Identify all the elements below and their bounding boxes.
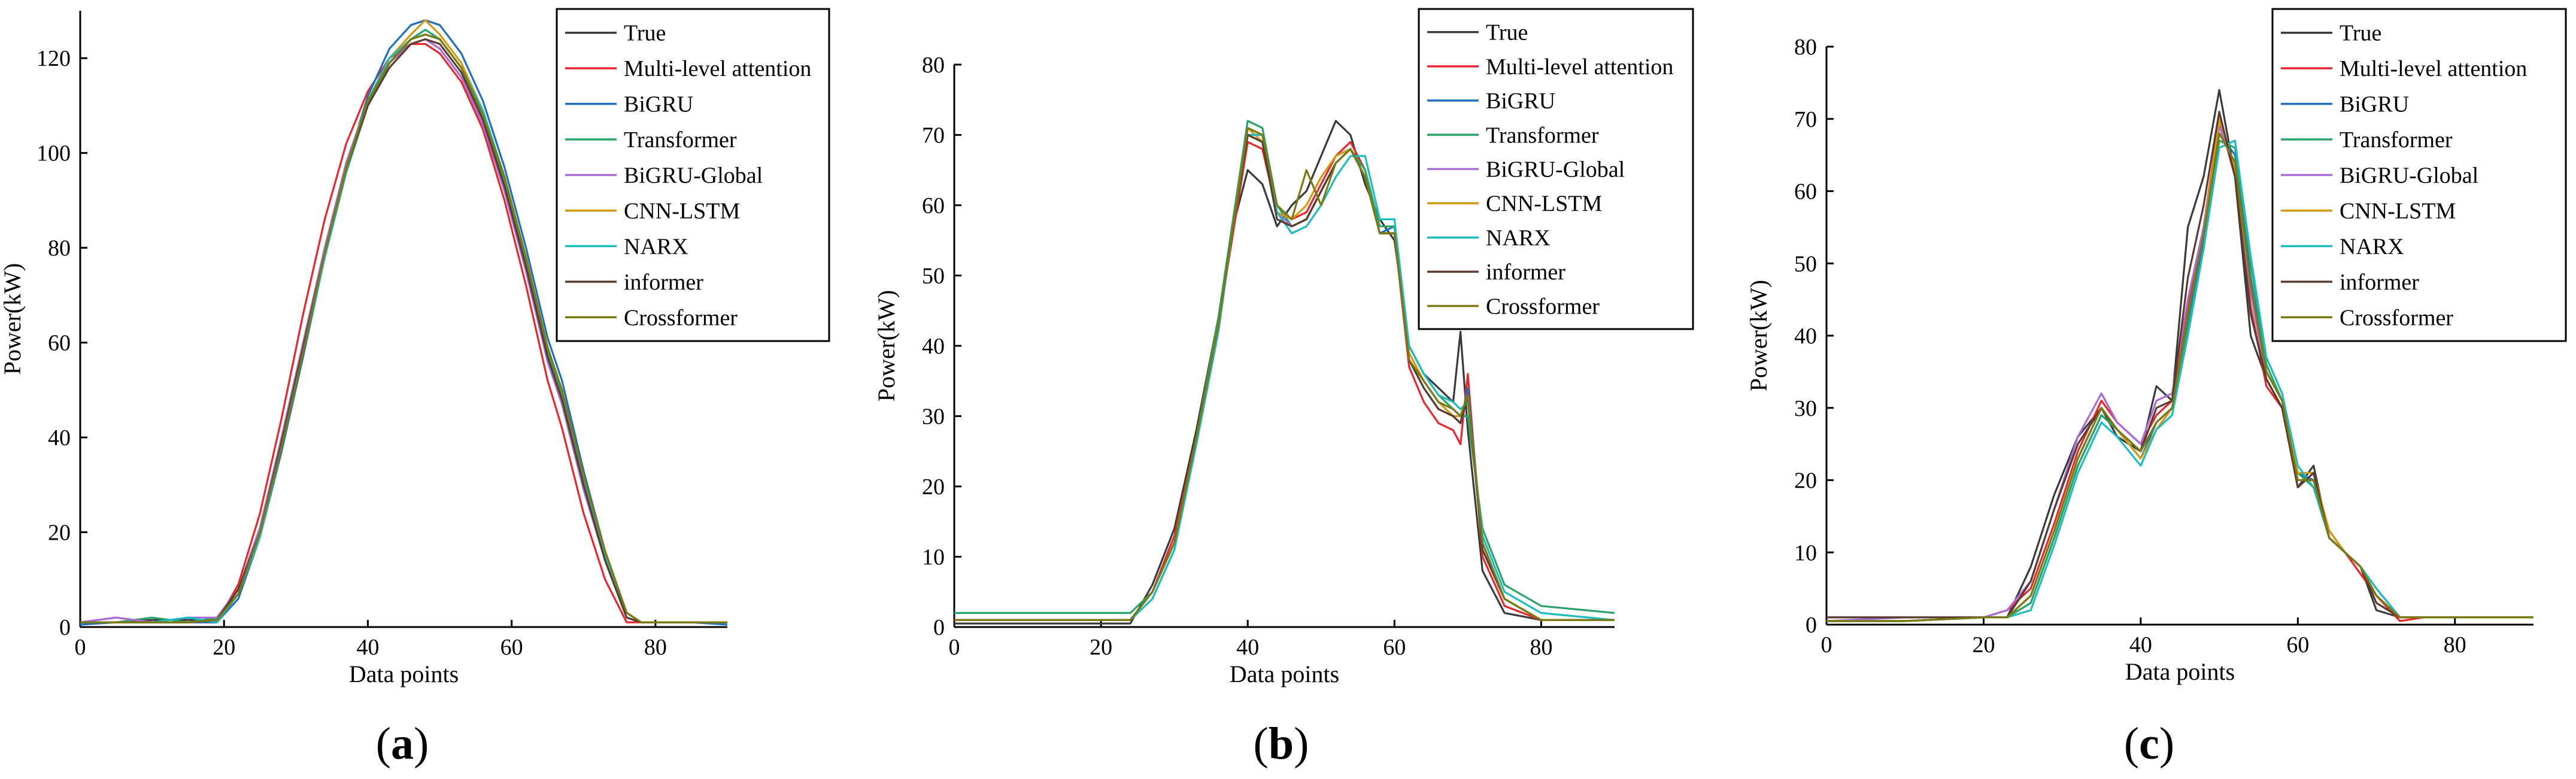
legend-label-informer: informer: [1486, 260, 1565, 285]
y-tick-label: 50: [1794, 251, 1817, 276]
series-group: [1826, 89, 2533, 622]
y-tick-label: 40: [922, 334, 945, 359]
series-line-informer: [80, 38, 727, 623]
series-line-crossformer: [954, 127, 1615, 621]
legend-label-bigru-global: BiGRU-Global: [624, 163, 763, 188]
y-tick-label: 40: [48, 425, 71, 451]
x-tick-label: 60: [500, 635, 523, 660]
legend-label-narx: NARX: [624, 234, 688, 259]
y-tick-label: 0: [59, 615, 71, 640]
legend-label-bigru: BiGRU: [1486, 89, 1555, 114]
y-tick-label: 50: [922, 264, 945, 289]
series-group: [80, 19, 727, 626]
legend-label-true: True: [2340, 21, 2381, 46]
y-tick-label: 120: [37, 46, 71, 71]
y-axis-label: Power(kW): [0, 263, 26, 375]
x-axis-label: Data points: [349, 661, 459, 687]
y-tick-label: 40: [1794, 324, 1817, 349]
y-tick-label: 80: [1794, 35, 1817, 60]
legend-label-transformer: Transformer: [1486, 123, 1599, 148]
legend: True Multi-level attention BiGRU Transforme…: [1418, 8, 1694, 330]
legend-label-transformer: Transformer: [624, 127, 737, 153]
series-line-informer: [1826, 111, 2533, 619]
series-line-crossformer: [80, 33, 727, 623]
y-tick-label: 80: [922, 53, 945, 78]
y-tick-label: 20: [1794, 468, 1817, 494]
y-tick-label: 30: [922, 404, 945, 430]
series-line-multi-level-attention: [954, 141, 1615, 621]
legend-label-crossformer: Crossformer: [624, 305, 738, 330]
legend-label-crossformer: Crossformer: [2340, 305, 2453, 330]
legend-label-narx: NARX: [1486, 226, 1551, 251]
y-tick-label: 60: [48, 331, 71, 356]
legend-label-bigru-global: BiGRU-Global: [2340, 163, 2478, 188]
legend: True Multi-level attention BiGRU Transforme…: [556, 8, 830, 342]
legend-label-cnn-lstm: CNN-LSTM: [1486, 191, 1602, 217]
y-axis-label: Power(kW): [873, 290, 900, 402]
x-tick-label: 0: [1821, 632, 1832, 658]
legend-label-cnn-lstm: CNN-LSTM: [624, 199, 740, 224]
panel-b: 0 20 40 60 80 0 10 20 30 40 50 60 70 80 Data points Pow…: [873, 8, 1694, 769]
legend-label-true: True: [624, 21, 666, 46]
series-line-true: [954, 120, 1615, 625]
x-tick-label: 40: [2129, 632, 2152, 658]
legend: True Multi-level attention BiGRU Transforme…: [2271, 8, 2567, 342]
panel-label: (c): [2124, 719, 2174, 769]
legend-label-informer: informer: [2340, 270, 2419, 295]
legend-label-narx: NARX: [2340, 234, 2404, 259]
series-line-narx: [1826, 139, 2533, 622]
legend-label-bigru: BiGRU: [624, 92, 693, 117]
y-tick-label: 10: [1794, 540, 1817, 565]
x-axis-label: Data points: [1230, 661, 1339, 687]
panel-label: (b): [1254, 719, 1309, 769]
y-tick-label: 100: [37, 141, 71, 166]
y-tick-label: 60: [922, 193, 945, 218]
legend-label-crossformer: Crossformer: [1486, 294, 1600, 319]
y-tick-label: 60: [1794, 179, 1817, 205]
y-tick-label: 30: [1794, 396, 1817, 421]
x-tick-label: 40: [356, 635, 379, 660]
y-tick-label: 80: [48, 236, 71, 261]
y-tick-label: 70: [922, 123, 945, 148]
series-group: [954, 120, 1615, 625]
y-axis-label: Power(kW): [1745, 280, 1772, 392]
panel-letter: c: [2139, 719, 2159, 769]
x-tick-label: 0: [949, 635, 960, 660]
legend-label-true: True: [1486, 20, 1528, 45]
panel-letter: b: [1269, 719, 1294, 769]
x-tick-label: 20: [1090, 635, 1112, 660]
legend-label-multi-level-attention: Multi-level attention: [1486, 54, 1673, 80]
x-axis-label: Data points: [2125, 658, 2235, 685]
series-line-crossformer: [1826, 132, 2533, 622]
y-tick-label: 70: [1794, 107, 1817, 132]
x-tick-label: 80: [1530, 635, 1552, 660]
legend-label-multi-level-attention: Multi-level attention: [624, 56, 811, 81]
panel-c: 0 20 40 60 80 0 10 20 30 40 50 60 70 80 Data points Pow…: [1745, 8, 2567, 769]
legend-label-bigru-global: BiGRU-Global: [1486, 157, 1625, 182]
panel-label: (a): [376, 719, 429, 769]
x-tick-label: 60: [1383, 635, 1406, 660]
x-tick-label: 0: [75, 635, 86, 660]
x-tick-label: 60: [2286, 632, 2309, 658]
y-tick-label: 10: [922, 545, 945, 570]
x-tick-label: 80: [2444, 632, 2466, 658]
legend-label-cnn-lstm: CNN-LSTM: [2340, 199, 2456, 224]
x-tick-label: 80: [644, 635, 667, 660]
y-tick-label: 20: [48, 521, 71, 546]
x-tick-label: 40: [1236, 635, 1259, 660]
x-tick-label: 20: [1972, 632, 1995, 658]
panel-letter: a: [391, 719, 414, 769]
y-tick-label: 0: [1806, 613, 1817, 638]
x-tick-label: 20: [213, 635, 235, 660]
legend-label-bigru: BiGRU: [2340, 92, 2409, 117]
panel-a: 0 20 40 60 80 0 20 40 60 80 100 120 Data points Power…: [0, 8, 830, 769]
legend-label-multi-level-attention: Multi-level attention: [2340, 56, 2527, 81]
series-line-narx: [954, 133, 1615, 621]
y-tick-label: 20: [922, 474, 945, 500]
legend-label-transformer: Transformer: [2340, 127, 2453, 153]
y-tick-label: 0: [933, 615, 945, 640]
legend-label-informer: informer: [624, 270, 703, 295]
